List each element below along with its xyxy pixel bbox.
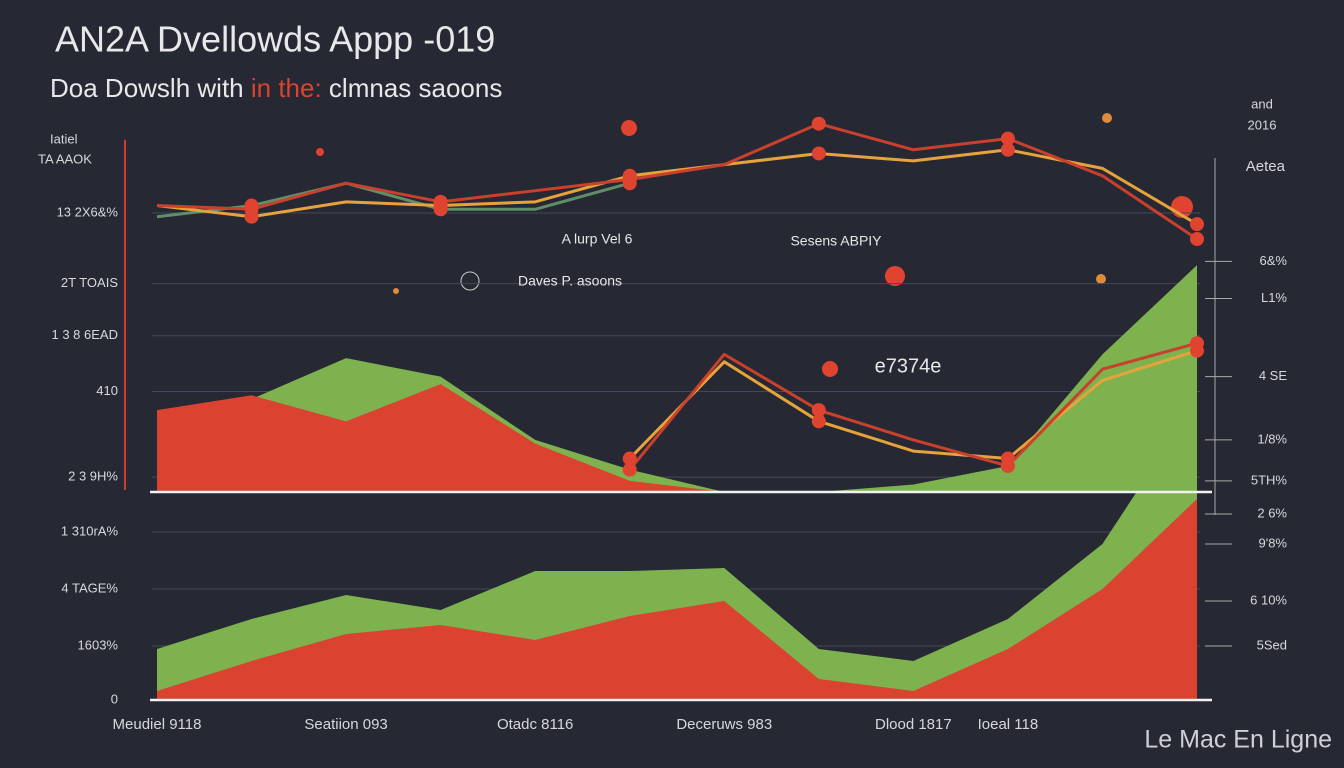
decor-dot: [1096, 274, 1106, 284]
y2-tick-label: 4 SE: [1259, 368, 1288, 383]
y2-tick-label: L1%: [1261, 290, 1287, 305]
annotation: Daves P. asoons: [518, 273, 622, 289]
y-tick-label: 2T TOAIS: [61, 275, 118, 290]
line-point: [811, 414, 826, 429]
y2-tick-label: 2 6%: [1257, 505, 1287, 520]
decor-icon: [460, 271, 480, 291]
y-tick-label: 410: [96, 383, 118, 398]
x-tick-label: Meudiel 9118: [113, 716, 202, 733]
decor-dot: [822, 361, 838, 377]
line-point: [433, 194, 448, 209]
x-tick-label: Dlood 1817: [875, 716, 952, 733]
y-axis-label: TA AAOK: [38, 151, 92, 166]
x-tick-label: Deceruws 983: [676, 716, 772, 733]
decor-dot: [885, 266, 905, 286]
decor-dot: [316, 148, 324, 156]
y-tick-label: 2 3 9H%: [68, 469, 118, 484]
line-point: [244, 202, 259, 217]
y2-heading: Aetea: [1246, 158, 1286, 175]
y-axis-label: Iatiel: [50, 131, 78, 146]
subtitle-part: Doa Dowslh with: [50, 73, 251, 103]
area: [157, 499, 1197, 700]
area: [157, 384, 1197, 492]
y-tick-label: 1603%: [78, 637, 119, 652]
line: [156, 122, 1198, 241]
plot-layer: [152, 116, 1204, 701]
line-point: [1190, 336, 1204, 351]
area: [157, 400, 1197, 700]
y-tick-label: 0: [111, 691, 118, 706]
subtitle-part: in the:: [251, 73, 322, 103]
line-point: [622, 462, 637, 477]
decor-dot: [393, 288, 399, 294]
x-tick-label: Otadc 8116: [497, 716, 573, 733]
y2-tick-label: 9'8%: [1258, 535, 1287, 550]
y2-tick-label: 5TH%: [1251, 472, 1288, 487]
line: [156, 148, 1198, 226]
line-point: [1000, 131, 1015, 146]
line-point: [1000, 142, 1015, 157]
y2-axis-label: 2016: [1248, 117, 1277, 132]
line-point: [622, 172, 637, 187]
subtitle-part: clmnas saoons: [322, 73, 503, 103]
y2-axis-label: and: [1251, 96, 1273, 111]
y2-tick-label: 6&%: [1260, 253, 1288, 268]
decor-dot: [621, 120, 637, 136]
chart-subtitle: Doa Dowslh with in the: clmnas saoons: [50, 73, 502, 103]
watermark: Le Mac En Ligne: [1144, 726, 1332, 754]
line-point: [1190, 232, 1204, 247]
y2-tick-label: 6 10%: [1250, 592, 1287, 607]
y-tick-label: 1 310rA%: [61, 523, 119, 538]
label-layer: 13 2X6&% 2T TOAIS 1 3 8 6EAD 410 2 3 9H% 6&% L…: [52, 204, 1333, 753]
line-point: [1000, 458, 1015, 473]
annotation: Sesens ABPIY: [790, 233, 882, 249]
line-point: [1190, 217, 1204, 232]
line: [628, 341, 1198, 471]
line-point: [622, 451, 637, 466]
annotation: A lurp Vel 6: [562, 231, 633, 247]
y-tick-label: 4 TAGE%: [61, 580, 118, 595]
x-tick-label: Ioeal 118: [978, 716, 1039, 733]
line-point: [811, 403, 826, 418]
y-tick-label: 13 2X6&%: [57, 204, 119, 219]
y2-tick-label: 1/8%: [1257, 431, 1287, 446]
line: [628, 349, 1198, 461]
line-point: [811, 116, 826, 131]
chart-title: AN2A Dvellowds Appp -019: [55, 19, 495, 60]
decor-dot: [1102, 113, 1112, 123]
y2-tick-label: 5Sed: [1257, 637, 1287, 652]
x-tick-label: Seatiion 093: [304, 716, 387, 733]
y-tick-label: 1 3 8 6EAD: [52, 327, 119, 342]
annotation: e7374e: [875, 355, 942, 377]
line-point: [811, 146, 826, 161]
